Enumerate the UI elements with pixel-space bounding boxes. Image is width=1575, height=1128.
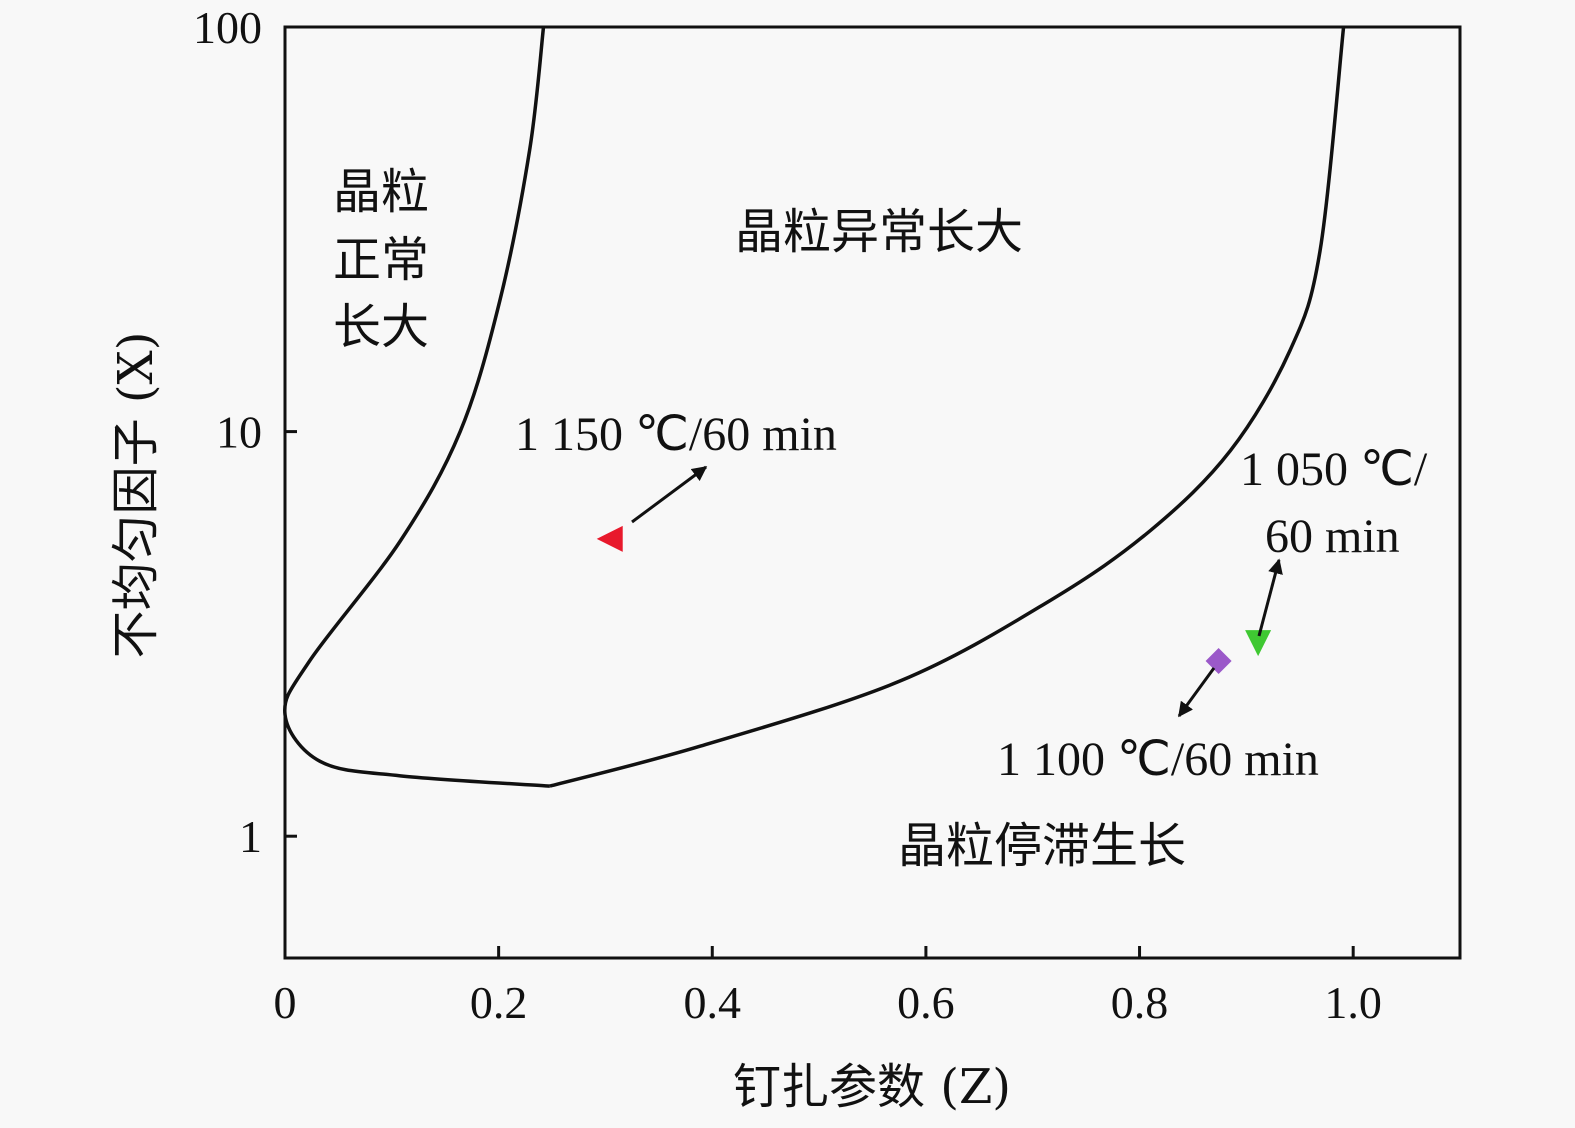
region-normal-line1: 晶粒	[333, 164, 429, 220]
x-tick-label: 1.0	[1324, 977, 1382, 1028]
y-tick-label: 10	[216, 407, 262, 458]
region-abnormal: 晶粒异常长大	[735, 204, 1023, 260]
annotation-1050-line2: 60 min	[1265, 510, 1400, 563]
marker-1050C-60min	[1245, 630, 1272, 657]
x-tick-label: 0.4	[684, 977, 742, 1028]
annotation-1150: 1 150 ℃/60 min	[515, 408, 837, 461]
marker-1100C-60min	[1205, 648, 1232, 675]
x-tick-label: 0.6	[897, 977, 955, 1028]
x-tick-label: 0	[274, 977, 297, 1028]
plot-frame	[283, 25, 1462, 960]
x-axis-label: 钉扎参数 (Z)	[733, 1059, 1011, 1115]
x-tick-label: 0.8	[1111, 977, 1169, 1028]
annotation-1050-line1: 1 050 ℃/	[1240, 443, 1428, 496]
region-stagnant: 晶粒停滞生长	[898, 818, 1186, 874]
region-normal-line2: 正常	[333, 232, 429, 288]
arrow-1150	[631, 465, 708, 524]
annotation-1100: 1 100 ℃/60 min	[997, 733, 1319, 786]
region-normal-line3: 长大	[333, 299, 429, 355]
y-axis-label: 不均匀因子 (X)	[108, 332, 164, 659]
marker-1150C-60min	[596, 525, 623, 552]
curve-normal-growth-boundary	[283, 26, 551, 788]
arrow-1050	[1257, 558, 1283, 637]
arrow-1100	[1177, 667, 1216, 718]
x-tick-label: 0.2	[470, 977, 528, 1028]
y-tick-label: 100	[193, 2, 262, 53]
y-tick-label: 1	[239, 811, 262, 862]
curve-abnormal-growth-boundary	[549, 26, 1346, 788]
